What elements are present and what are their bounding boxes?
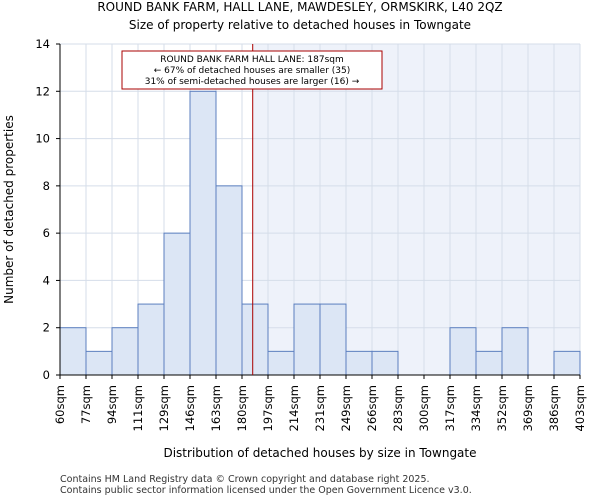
x-tick-label: 111sqm <box>131 385 145 431</box>
x-tick-label: 352sqm <box>495 385 509 431</box>
x-tick-label: 403sqm <box>573 385 587 431</box>
x-tick-label: 129sqm <box>157 385 171 431</box>
y-tick-label: 0 <box>43 368 50 382</box>
x-tick-label: 249sqm <box>339 385 353 431</box>
bar <box>85 350 113 376</box>
x-axis-label: Distribution of detached houses by size … <box>163 446 476 460</box>
x-tick-label: 180sqm <box>235 385 249 431</box>
bar <box>345 350 373 376</box>
bar <box>111 327 139 376</box>
x-tick-label: 386sqm <box>547 385 561 431</box>
bar <box>553 350 581 376</box>
footer-line-1: Contains HM Land Registry data © Crown c… <box>60 474 430 485</box>
x-tick-label: 197sqm <box>261 385 275 431</box>
x-tick-label: 146sqm <box>183 385 197 431</box>
y-tick-label: 10 <box>35 132 50 146</box>
bar <box>267 350 295 376</box>
x-tick-label: 369sqm <box>521 385 535 431</box>
y-axis-label: Number of detached properties <box>2 115 16 304</box>
bar <box>241 303 269 376</box>
bar <box>475 350 503 376</box>
annotation-line: ROUND BANK FARM HALL LANE: 187sqm <box>160 55 344 65</box>
x-tick-label: 300sqm <box>417 385 431 431</box>
x-tick-label: 334sqm <box>469 385 483 431</box>
bar <box>59 327 87 376</box>
bar <box>293 303 321 376</box>
x-tick-label: 317sqm <box>443 385 457 431</box>
bar <box>215 185 243 376</box>
x-tick-label: 94sqm <box>105 385 119 424</box>
bar <box>449 327 477 376</box>
annotation-line: 31% of semi-detached houses are larger (… <box>145 77 360 87</box>
x-tick-label: 283sqm <box>391 385 405 431</box>
x-tick-label: 266sqm <box>365 385 379 431</box>
y-tick-label: 14 <box>35 37 50 51</box>
y-tick-label: 6 <box>43 226 50 240</box>
x-tick-label: 214sqm <box>287 385 301 431</box>
chart-title: ROUND BANK FARM, HALL LANE, MAWDESLEY, O… <box>97 0 503 14</box>
bar <box>501 327 529 376</box>
annotation-box <box>121 50 383 90</box>
bar <box>189 90 217 376</box>
x-tick-label: 60sqm <box>53 385 67 424</box>
chart-subtitle: Size of property relative to detached ho… <box>128 18 472 32</box>
annotation-line: ← 67% of detached houses are smaller (35… <box>154 66 351 76</box>
y-tick-label: 12 <box>35 84 50 98</box>
x-tick-label: 231sqm <box>313 385 327 431</box>
y-tick-label: 8 <box>43 179 50 193</box>
bar <box>319 303 347 376</box>
y-tick-label: 4 <box>43 273 50 287</box>
x-tick-label: 77sqm <box>79 385 93 424</box>
bar <box>163 232 191 376</box>
bar <box>137 303 165 376</box>
bar <box>371 350 399 376</box>
y-tick-label: 2 <box>43 321 50 335</box>
footer-line-2: Contains public sector information licen… <box>60 485 472 496</box>
x-tick-label: 163sqm <box>209 385 223 431</box>
